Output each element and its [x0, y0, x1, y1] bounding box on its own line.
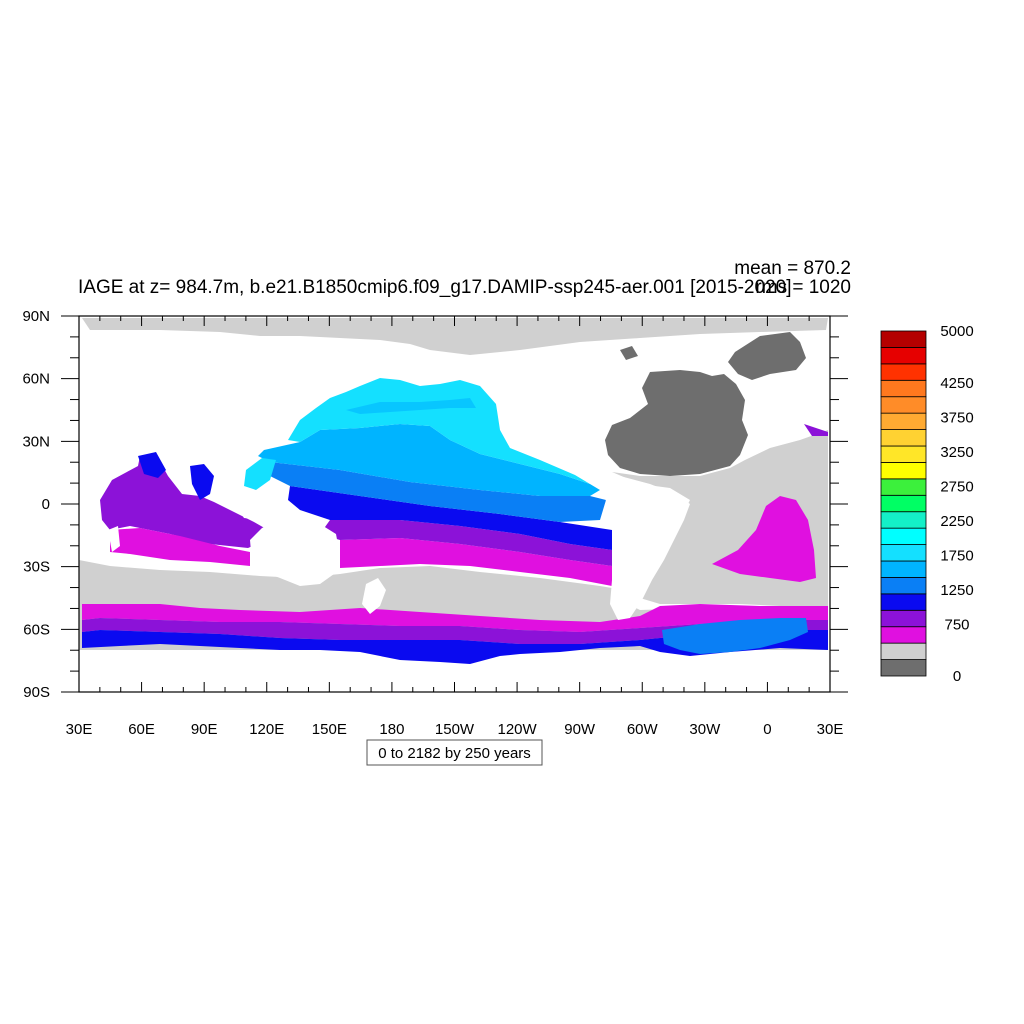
colorbar-label: 750: [944, 616, 969, 633]
y-tick-label: 30N: [22, 433, 50, 450]
x-tick-label: 120W: [497, 721, 537, 738]
y-tick-label: 90S: [23, 684, 50, 701]
colorbar-label: 3750: [940, 409, 973, 426]
new-zealand-land: [362, 578, 386, 614]
australia-land: [250, 518, 340, 586]
colorbar-swatch: [880, 396, 927, 414]
mean-label: mean = 870.2: [734, 258, 851, 279]
colorbar-swatch: [880, 577, 927, 595]
colorbar-swatch: [880, 544, 927, 562]
southern-ocean-blue: [82, 630, 828, 664]
rms-label: rms = 1020: [755, 277, 851, 298]
pacific-purple-band: [320, 520, 612, 566]
y-tick-label: 0: [42, 496, 50, 513]
weddell-azure: [662, 618, 808, 654]
colorbar-label: 2750: [940, 478, 973, 495]
colorbar-swatch: [880, 593, 927, 611]
colorbar-swatch: [880, 363, 927, 381]
x-tick-label: 30W: [689, 721, 721, 738]
colorbar-label: 1750: [940, 547, 973, 564]
colorbar-swatch: [880, 462, 927, 480]
pacific-blue-band: [288, 486, 612, 550]
colorbar-swatch: [880, 511, 927, 529]
pacific-sky-band: [258, 424, 600, 496]
pacific-azure-band: [270, 462, 606, 522]
indian-ocean-purple: [100, 456, 268, 548]
kuroshio-cyan: [244, 458, 276, 490]
x-tick-label: 90W: [564, 721, 596, 738]
colorbar-swatch: [880, 494, 927, 513]
map-field: [79, 316, 830, 692]
colorbar-swatch: [880, 626, 927, 644]
colorbar-label: 5000: [940, 323, 973, 340]
subtitle-text: 0 to 2182 by 250 years: [378, 745, 531, 762]
colorbar-swatch: [880, 330, 927, 348]
indian-ocean-magenta: [110, 528, 250, 566]
x-tick-label: 120E: [249, 721, 284, 738]
x-tick-label: 150W: [435, 721, 475, 738]
southern-ocean-purple: [82, 618, 828, 644]
x-tick-label: 180: [379, 721, 404, 738]
x-tick-label: 90E: [191, 721, 218, 738]
y-tick-label: 60S: [23, 621, 50, 638]
x-tick-label: 30E: [817, 721, 844, 738]
colorbar-swatch: [880, 527, 927, 545]
pacific-cyan-north: [288, 378, 590, 484]
colorbar-swatch: [880, 412, 927, 430]
indonesia-land: [236, 504, 270, 520]
subtitle-box: [366, 739, 543, 766]
x-axis: 30E 60E 90E 120E 150E 180 150W 120W 90W 60W 30W 0 30…: [66, 316, 844, 738]
map-title: IAGE at z= 984.7m, b.e21.B1850cmip6.f09_…: [78, 277, 791, 298]
north-atlantic-dark-region: [605, 370, 748, 476]
arctic-gray-region: [82, 318, 828, 355]
x-tick-label: 30E: [66, 721, 93, 738]
x-tick-label: 60W: [627, 721, 659, 738]
x-tick-label: 0: [763, 721, 771, 738]
colorbar-label: 1250: [940, 582, 973, 599]
colorbar-label: 2250: [940, 513, 973, 530]
colorbar-label: 0: [953, 668, 961, 685]
colorbar-swatch: [880, 347, 927, 365]
baffin-dark-region: [620, 346, 638, 360]
x-tick-label: 150E: [312, 721, 347, 738]
colorbar-swatch: [880, 445, 927, 463]
north-pacific-cyan-core: [346, 398, 476, 414]
colorbar-swatch: [880, 659, 927, 677]
colorbar-swatch: [880, 429, 927, 447]
y-tick-label: 90N: [22, 308, 50, 325]
mediterranean-purple: [804, 424, 828, 436]
greenland-dark-region: [728, 332, 806, 380]
y-axis: 90N 60N 30N 0 30S 60S 90S: [22, 308, 848, 701]
colorbar-label: 3250: [940, 444, 973, 461]
southern-ocean-magenta: [82, 604, 828, 632]
pacific-magenta-south: [340, 538, 612, 586]
madagascar-land: [108, 526, 120, 552]
x-tick-label: 60E: [128, 721, 155, 738]
bay-of-bengal-blue: [190, 464, 214, 500]
colorbar-swatch: [880, 609, 927, 628]
colorbar: 0 750 1250 1750 2250 2750 3250 3750 4250 5000: [880, 323, 974, 685]
colorbar-swatch: [880, 478, 927, 496]
arabian-sea-blue: [138, 452, 166, 478]
colorbar-label: 4250: [940, 375, 973, 392]
colorbar-swatch: [880, 560, 927, 578]
y-tick-label: 30S: [23, 559, 50, 576]
colorbar-swatch: [880, 379, 927, 398]
south-atlantic-magenta: [712, 496, 816, 582]
south-america-land: [600, 476, 690, 620]
colorbar-swatch: [880, 642, 927, 660]
y-tick-label: 60N: [22, 371, 50, 388]
